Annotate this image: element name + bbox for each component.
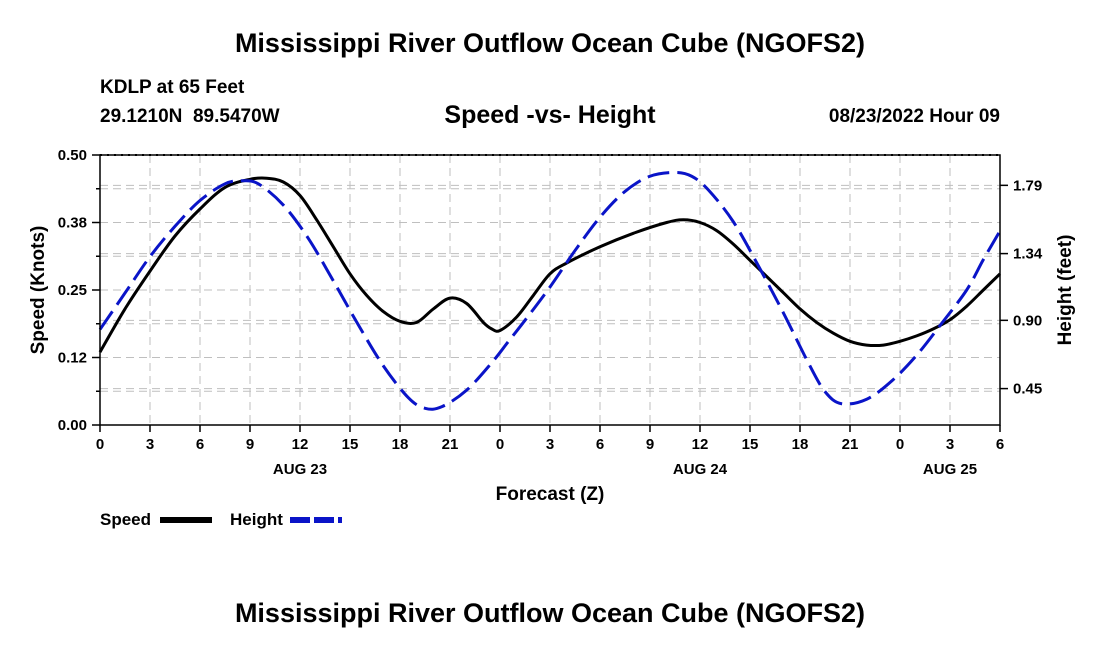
x-tick-label: 9 [646,436,654,453]
y2-tick-label: 0.90 [1013,312,1042,329]
x-tick-label: 9 [246,436,254,453]
x-tick-label: 15 [742,436,759,453]
y-tick-label: 0.38 [58,215,87,232]
station-coordinates: 29.1210N 89.5470W [100,106,280,128]
y-axis-title: Speed (Knots) [28,226,49,355]
x-tick-label: 0 [96,436,104,453]
grid-lines [100,155,1000,425]
x-tick-label: 3 [546,436,554,453]
x-day-label: AUG 25 [923,461,977,478]
y2-tick-label: 1.79 [1013,177,1042,194]
y-tick-label: 0.00 [58,417,87,434]
x-tick-label: 6 [996,436,1004,453]
x-tick-label: 3 [146,436,154,453]
plot-frame [92,154,1008,432]
forecast-datetime: 08/23/2022 Hour 09 [828,106,1000,127]
x-tick-label: 6 [596,436,604,453]
series-layer [98,170,1002,411]
station-name: KDLP at 65 Feet [100,77,245,98]
x-day-label: AUG 24 [673,461,728,478]
x-tick-label: 18 [792,436,809,453]
series-speed-line [98,176,1002,353]
station-latitude: 29.1210N [100,106,183,127]
x-tick-label: 21 [842,436,859,453]
x-tick-label: 12 [692,436,709,453]
x-tick-label: 0 [896,436,904,453]
legend-height-label: Height [230,510,283,529]
footer-title: Mississippi River Outflow Ocean Cube (NG… [234,598,866,628]
y-tick-label: 0.25 [58,282,87,299]
y-tick-label: 0.50 [58,147,87,164]
chart-subtitle: Speed -vs- Height [444,101,656,129]
series-height-line [98,170,1002,411]
x-tick-label: 12 [292,436,309,453]
y2-tick-label: 0.45 [1013,381,1042,398]
x-tick-label: 3 [946,436,954,453]
x-tick-label: 0 [496,436,504,453]
x-tick-label: 21 [442,436,459,453]
axis-labels: Forecast (Z) Speed (Knots) Height (feet)… [28,147,1076,505]
x-axis-title: Forecast (Z) [496,484,605,505]
legend-height-swatch [290,517,342,523]
legend-speed-label: Speed [100,510,152,529]
x-tick-label: 6 [196,436,204,453]
station-longitude: 89.5470W [192,106,280,127]
legend-speed-swatch [160,517,212,523]
x-tick-label: 15 [342,436,359,453]
chart-title: Mississippi River Outflow Ocean Cube (NG… [234,28,866,58]
y-tick-label: 0.12 [58,350,87,367]
x-day-label: AUG 23 [273,461,327,478]
y2-axis-title: Height (feet) [1055,235,1076,346]
y2-tick-label: 1.34 [1013,246,1043,263]
speed-height-chart: Forecast (Z) Speed (Knots) Height (feet)… [28,147,1076,505]
x-tick-label: 18 [392,436,409,453]
